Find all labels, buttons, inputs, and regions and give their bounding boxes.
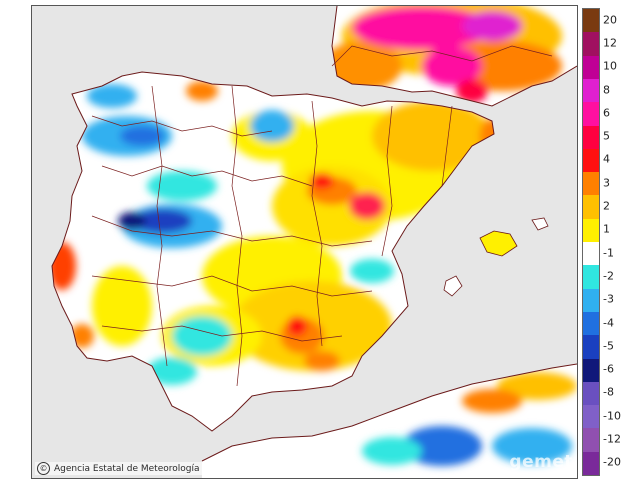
legend-label: 1 [603,222,610,236]
legend-label: 20 [603,13,617,27]
coastlines [51,6,577,462]
legend-label: -8 [603,385,614,399]
legend-swatch [583,9,599,33]
legend-swatch [583,78,599,103]
legend-swatch [583,218,599,243]
legend-swatch [583,102,599,126]
legend-label: 10 [603,59,617,73]
legend-swatch [583,125,599,150]
legend-label: 2 [603,199,610,213]
legend-swatch [583,311,599,336]
legend-swatch [583,265,599,290]
legend-swatch [583,405,599,429]
legend-label: 8 [603,83,610,97]
legend-label: 6 [603,106,610,120]
legend-swatch [583,148,599,173]
legend-label: -20 [603,455,621,469]
legend-swatch [583,195,599,220]
legend-swatch [583,55,599,80]
legend-label: -10 [603,409,621,423]
color-legend: 20 12 10 8 6 5 4 3 2 1 -1 -2 -3 -4 -5 -6 -8 -10 -12 -20 [582,8,630,476]
legend-label: -4 [603,316,614,330]
province-borders [91,45,553,387]
legend-label: 4 [603,152,610,166]
legend-label: -6 [603,362,614,376]
legend-label: -1 [603,246,614,260]
legend-label: -2 [603,269,614,283]
legend-label: 3 [603,176,610,190]
legend-swatch [583,172,599,196]
watermark-text: gemet [509,452,573,472]
legend-swatch [583,451,599,476]
legend-label: -5 [603,339,614,353]
legend-swatch [583,428,599,453]
legend-swatch [583,358,599,383]
copyright-logo: © [37,462,50,475]
legend-label: 12 [603,36,617,50]
balearic-islands [443,217,549,297]
legend-swatch [583,335,599,359]
legend-label: -12 [603,432,621,446]
legend-swatch [583,288,599,313]
map-canvas [32,6,577,478]
credit-label: © Agencia Estatal de Meteorología [35,462,202,475]
legend-swatch [583,381,599,406]
legend-swatch [583,32,599,57]
anomaly-map: © Agencia Estatal de Meteorología gemet [31,5,578,479]
anomaly-fields [52,6,577,466]
legend-color-bar [582,8,600,476]
credit-text: Agencia Estatal de Meteorología [54,463,200,474]
legend-label: 5 [603,129,610,143]
legend-swatch [583,242,599,266]
legend-label: -3 [603,292,614,306]
